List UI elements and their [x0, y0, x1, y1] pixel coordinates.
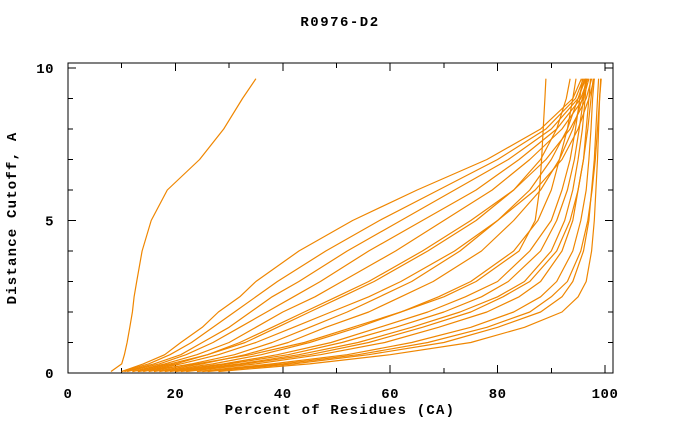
model-curve: [186, 78, 592, 373]
axis-ticks: [67, 63, 613, 374]
model-curve: [124, 78, 587, 373]
model-curve: [159, 78, 577, 373]
x-axis-label: Percent of Residues (CA): [225, 403, 455, 419]
model-curve: [207, 78, 600, 373]
model-curve: [148, 78, 586, 373]
model-curve: [121, 78, 582, 373]
model-curves: [110, 78, 602, 373]
x-tick-label: 100: [592, 387, 619, 403]
axes-frame: [67, 62, 614, 374]
y-axis-label: Distance Cutoff, A: [5, 132, 21, 305]
x-tick-label: 80: [489, 387, 507, 403]
model-curve: [132, 78, 590, 373]
model-curve: [175, 78, 588, 373]
x-tick-label: 60: [381, 387, 399, 403]
y-tick-label: 5: [45, 215, 54, 231]
model-curve: [169, 78, 587, 373]
plot-frame: [67, 62, 614, 374]
model-curve: [180, 78, 594, 373]
y-tick-label: 10: [36, 62, 54, 78]
model-curve: [110, 78, 257, 372]
chart-title: R0976-D2: [300, 15, 379, 31]
model-curve: [143, 78, 595, 373]
x-tick-label: 0: [64, 387, 73, 403]
model-curve: [153, 78, 588, 373]
model-curve: [202, 78, 602, 373]
x-tick-label: 20: [166, 387, 184, 403]
axis-tick-labels: 0 20 40 60 80 100 0 5 10: [36, 62, 618, 403]
model-curve: [121, 78, 585, 373]
x-tick-label: 40: [274, 387, 292, 403]
model-curve: [137, 78, 547, 373]
y-tick-label: 0: [45, 367, 54, 383]
model-curve: [196, 78, 595, 373]
model-curve: [164, 78, 583, 373]
model-curve: [126, 78, 589, 373]
model-curve: [218, 78, 602, 373]
